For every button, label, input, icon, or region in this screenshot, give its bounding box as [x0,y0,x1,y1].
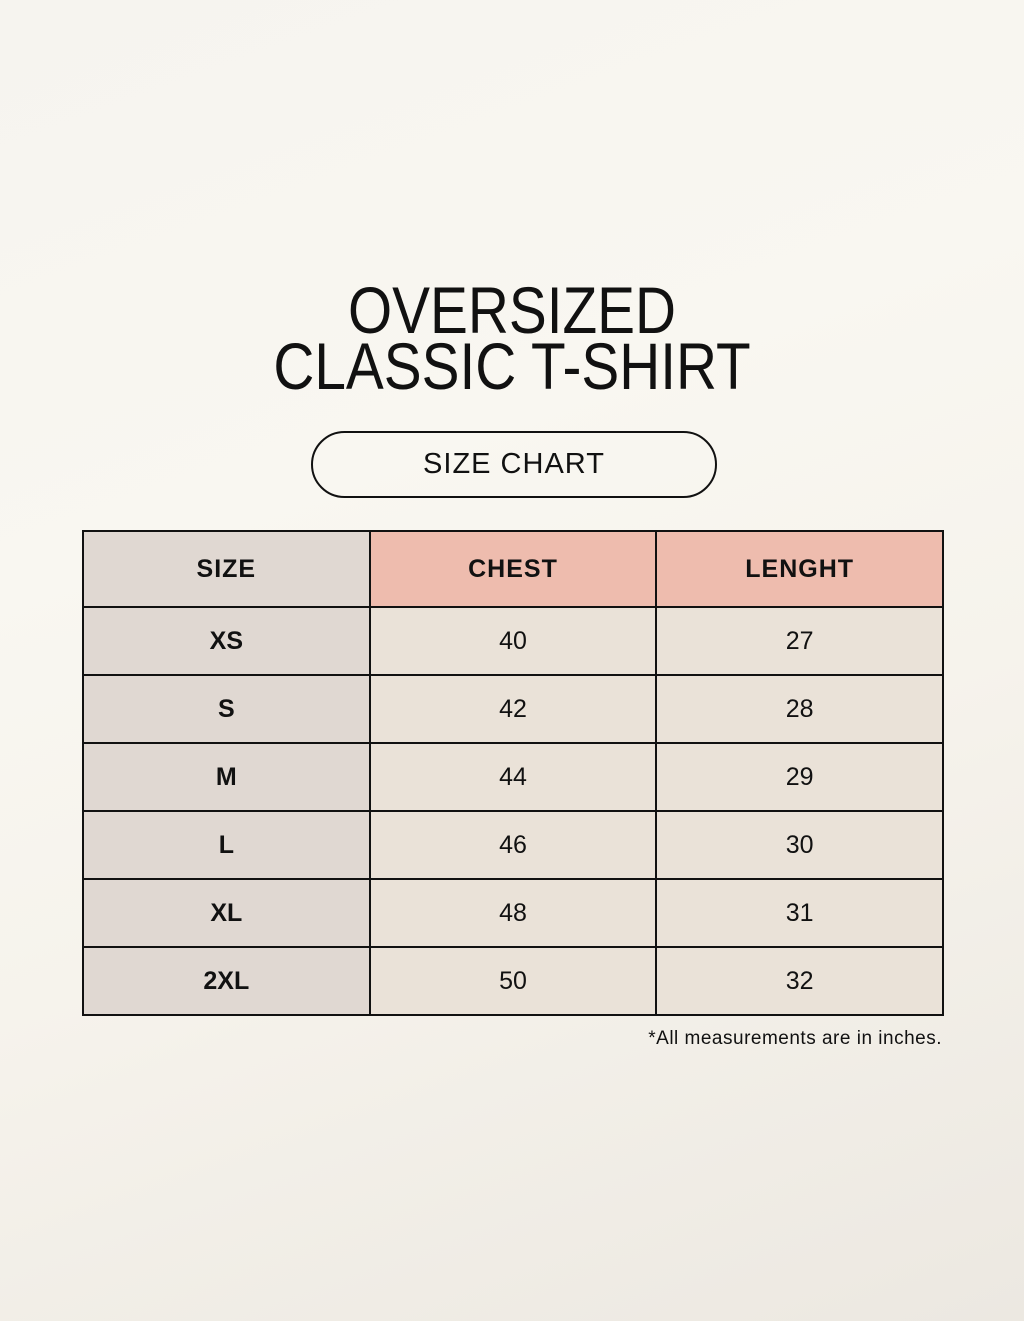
table-row: M 44 29 [82,742,944,812]
cell-chest: 40 [368,606,658,676]
cell-chest: 48 [368,878,658,948]
cell-length: 30 [655,810,944,880]
cell-size: S [82,674,371,744]
page-title: OVERSIZED CLASSIC T-SHIRT [0,273,1024,403]
cell-chest: 50 [368,946,658,1016]
table-row: XL 48 31 [82,878,944,948]
badge-label: SIZE CHART [423,448,605,480]
measurement-note: *All measurements are in inches. [648,1028,942,1049]
title-line-2: CLASSIC T-SHIRT [273,329,751,403]
header-size: SIZE [82,530,371,608]
cell-chest: 46 [368,810,658,880]
title-line-1: OVERSIZED [347,273,677,347]
table-row: 2XL 50 32 [82,946,944,1016]
table-row: S 42 28 [82,674,944,744]
cell-chest: 44 [368,742,658,812]
cell-length: 31 [655,878,944,948]
cell-length: 28 [655,674,944,744]
header-length: LENGHT [655,530,944,608]
cell-length: 27 [655,606,944,676]
size-table: SIZE CHEST LENGHT XS 40 27 S 42 28 M 44 29 L 46 30 X… [82,530,944,1016]
table-header-row: SIZE CHEST LENGHT [82,530,944,608]
cell-size: 2XL [82,946,371,1016]
cell-size: XL [82,878,371,948]
size-chart-badge: SIZE CHART [311,431,717,498]
cell-length: 29 [655,742,944,812]
header-chest: CHEST [368,530,658,608]
table-row: XS 40 27 [82,606,944,676]
cell-size: L [82,810,371,880]
cell-size: M [82,742,371,812]
cell-chest: 42 [368,674,658,744]
cell-size: XS [82,606,371,676]
cell-length: 32 [655,946,944,1016]
table-row: L 46 30 [82,810,944,880]
